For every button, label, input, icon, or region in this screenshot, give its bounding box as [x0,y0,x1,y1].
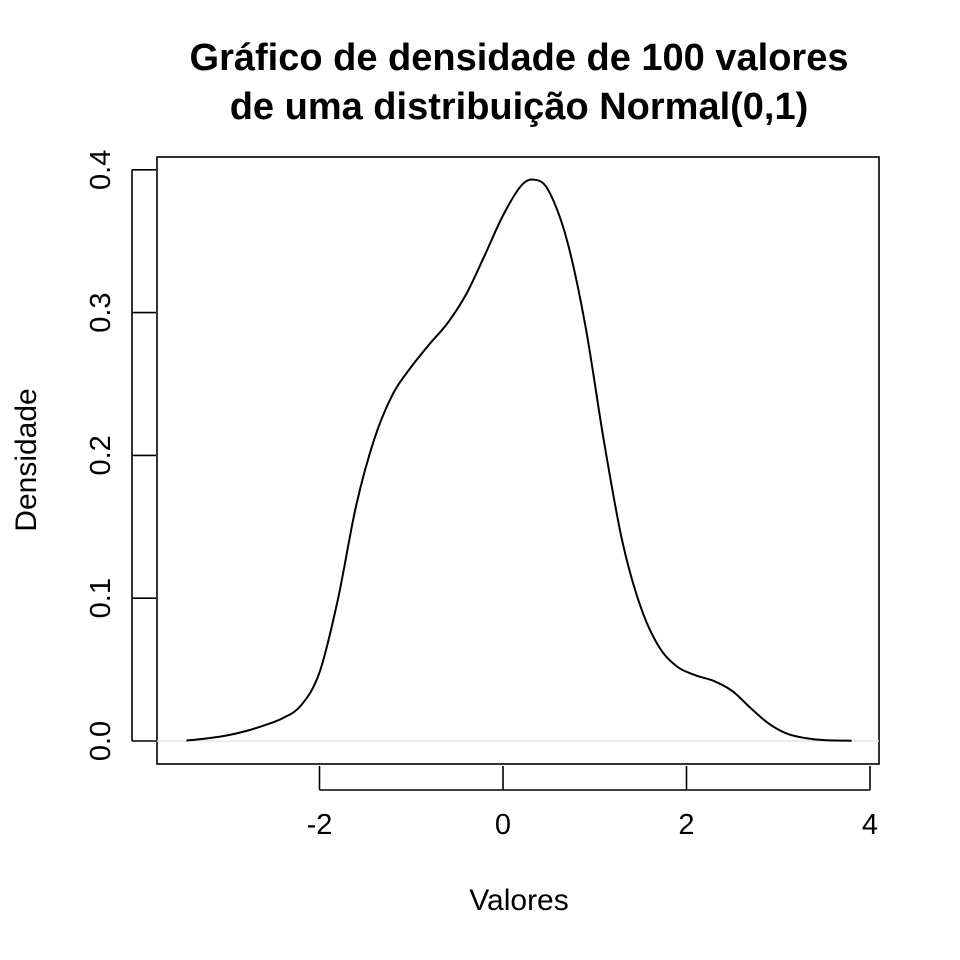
y-tick-label: 0.3 [85,292,117,332]
y-axis: 0.0 0.1 0.2 0.3 0.4 [85,150,156,761]
density-line [186,178,852,742]
x-tick-label: -2 [307,809,333,841]
y-tick-label: 0.2 [85,435,117,475]
x-axis: -2 0 2 4 [307,766,878,841]
chart-title-line-1: Gráfico de densidade de 100 valores [190,37,849,79]
y-tick-label: 0.4 [85,150,117,190]
x-axis-label: Valores [469,884,569,917]
x-tick-label: 2 [678,809,694,841]
plot-frame [156,156,880,765]
y-tick-label: 0.0 [85,721,117,761]
chart-title-line-2: de uma distribuição Normal(0,1) [230,86,809,128]
y-tick-label: 0.1 [85,578,117,618]
x-tick-label: 4 [862,809,878,841]
x-tick-label: 0 [495,809,511,841]
y-axis-label: Densidade [10,388,43,531]
